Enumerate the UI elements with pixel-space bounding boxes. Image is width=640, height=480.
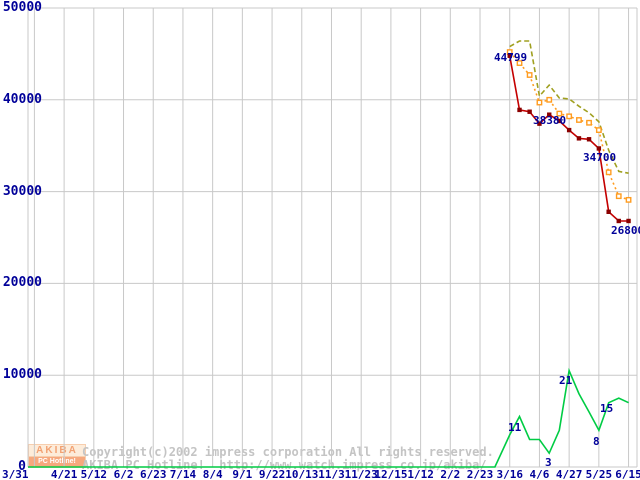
marker-lowest_price (527, 109, 532, 114)
marker-lowest_price (557, 118, 562, 124)
x-tick-label: 3/16 (496, 468, 523, 480)
data-label: 3 (545, 456, 552, 469)
marker-average_price (625, 196, 632, 203)
x-tick-label: 3/31 (2, 468, 29, 480)
marker-lowest_price (626, 218, 631, 224)
x-tick-label: 6/15 (615, 468, 640, 480)
x-tick-label: 9/22 (258, 468, 286, 480)
data-label: 8 (593, 435, 600, 448)
marker-average_price (516, 60, 523, 66)
x-tick-label: 2/23 (466, 468, 494, 480)
marker-average_price (556, 110, 563, 117)
y-tick-label: 10000 (2, 367, 42, 383)
marker-average_price (615, 193, 622, 200)
x-tick-label: 5/12 (80, 468, 108, 480)
data-label: 15 (600, 402, 614, 415)
marker-lowest_price (586, 137, 592, 142)
x-tick-label: 4/6 (529, 468, 550, 480)
x-tick-label: 4/21 (50, 468, 78, 480)
marker-lowest_price (596, 146, 602, 151)
marker-lowest_price (537, 121, 542, 126)
data-label: 26800 (611, 224, 640, 237)
y-tick-label: 40000 (2, 91, 42, 107)
x-tick-label: 10/13 (285, 468, 319, 480)
x-tick-label: 2/2 (440, 468, 461, 480)
x-tick-label: 11/3 (318, 468, 345, 480)
data-label: 38380 (533, 114, 567, 127)
marker-lowest_price (616, 218, 621, 224)
x-tick-label: 4/27 (555, 468, 583, 480)
copyright-line-2: AKIBA PC Hotline! http://www.watch.impre… (82, 458, 487, 472)
data-label: 11 (508, 421, 522, 434)
data-label: 21 (559, 374, 573, 387)
x-tick-label: 7/14 (169, 468, 197, 480)
marker-average_price (576, 117, 582, 123)
marker-average_price (526, 72, 533, 78)
marker-lowest_price (507, 53, 512, 58)
marker-average_price (595, 127, 602, 133)
marker-lowest_price (566, 127, 572, 133)
x-tick-label: 5/25 (585, 468, 613, 480)
x-tick-label: 11/23 (344, 468, 378, 480)
marker-lowest_price (517, 107, 522, 113)
marker-average_price (546, 96, 553, 103)
marker-lowest_price (606, 209, 611, 214)
copyright-line-1: Copyright(c)2002 impress corporation All… (82, 445, 494, 459)
y-tick-label: 50000 (2, 0, 42, 15)
x-tick-label: 12/15 (374, 468, 408, 480)
marker-average_price (566, 113, 573, 120)
data-label: 34700 (583, 151, 617, 164)
series-highest_price (509, 40, 629, 174)
marker-average_price (586, 119, 592, 126)
y-tick-label: 30000 (2, 183, 42, 199)
y-tick-label: 20000 (2, 275, 42, 291)
marker-lowest_price (576, 136, 582, 141)
marker-lowest_price (547, 112, 552, 117)
series-shop_count (28, 367, 629, 468)
akiba-logo-name: AKIBA (28, 444, 86, 457)
x-tick-label: 9/1 (232, 468, 253, 480)
marker-average_price (605, 169, 612, 176)
x-tick-label: 6/23 (139, 468, 167, 480)
x-tick-label: 1/12 (407, 468, 434, 480)
data-label: 44799 (494, 51, 528, 64)
x-tick-label: 8/4 (202, 468, 223, 480)
x-tick-label: 6/2 (113, 468, 134, 480)
marker-average_price (536, 99, 543, 106)
y-tick-label: 0 (18, 459, 26, 474)
